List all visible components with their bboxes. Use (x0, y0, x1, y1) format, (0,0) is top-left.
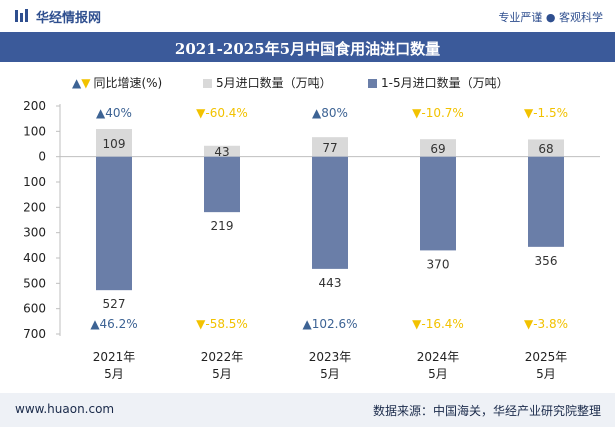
x-tick-label-month: 5月 (104, 367, 124, 381)
brand-slogan: 专业严谨 ● 客观科学 (498, 11, 603, 24)
bar-cumulative (528, 156, 564, 247)
bar-monthly-label: 43 (214, 145, 229, 159)
bar-cumulative-label: 527 (103, 297, 126, 311)
bar-monthly (528, 139, 564, 157)
legend-cumulative-swatch (368, 79, 377, 88)
yoy-cumulative-up-label: ▲46.2% (90, 317, 137, 331)
bar-cumulative (204, 156, 240, 213)
x-tick-label-year: 2022年 (201, 350, 244, 364)
bar-cumulative (312, 156, 348, 269)
footer: www.huaon.com 数据来源：中国海关，华经产业研究院整理 (0, 393, 615, 427)
legend-yoy: ▲▼ 同比增速(%) (72, 74, 162, 91)
bar-cumulative-label: 219 (211, 219, 234, 233)
x-tick-label-month: 5月 (212, 367, 232, 381)
legend-cumulative-label: 1-5月进口数量（万吨） (381, 76, 509, 90)
legend-monthly-label: 5月进口数量（万吨） (216, 76, 332, 90)
y-tick-label: 400 (23, 251, 46, 265)
yoy-cumulative-up-label: ▲102.6% (303, 317, 358, 331)
bar-cumulative-label: 443 (319, 276, 342, 290)
legend-monthly: 5月进口数量（万吨） (203, 74, 332, 91)
yoy-monthly-up-label: ▲80% (312, 106, 348, 120)
bar-monthly-label: 68 (538, 142, 553, 156)
bar-monthly-label: 69 (430, 142, 445, 156)
bar-cumulative-label: 370 (427, 257, 450, 271)
footer-url[interactable]: www.huaon.com (15, 402, 115, 416)
y-tick-label: 100 (23, 175, 46, 189)
y-tick-label: 200 (23, 99, 46, 113)
bar-monthly (312, 137, 348, 157)
yoy-cumulative-down-label: ▼-16.4% (412, 317, 464, 331)
legend-up-triangle-icon: ▲ (72, 76, 82, 90)
yoy-monthly-down-label: ▼-10.7% (412, 106, 464, 120)
yoy-cumulative-down-label: ▼-58.5% (196, 317, 248, 331)
bar-monthly (96, 129, 132, 157)
y-tick-label: 700 (23, 327, 46, 341)
title-band: 2021-2025年5月中国食用油进口数量 (0, 32, 615, 62)
bar-cumulative (96, 156, 132, 291)
bar-cumulative (420, 156, 456, 251)
bar-monthly-label: 109 (103, 137, 126, 151)
x-tick-label-month: 5月 (536, 367, 556, 381)
bar-monthly (204, 145, 240, 157)
chart-title: 2021-2025年5月中国食用油进口数量 (174, 40, 441, 58)
y-tick-label: 300 (23, 226, 46, 240)
yoy-monthly-down-label: ▼-1.5% (524, 106, 568, 120)
x-tick-label-year: 2023年 (309, 350, 352, 364)
y-tick-label: 0 (38, 150, 46, 164)
chart-legend: ▲▼ 同比增速(%) 5月进口数量（万吨） 1-5月进口数量（万吨） (0, 74, 615, 94)
legend-yoy-label: 同比增速(%) (93, 76, 163, 90)
brand-name: 华经情报网 (36, 11, 102, 26)
legend-monthly-swatch (203, 79, 212, 88)
y-tick-label: 200 (23, 200, 46, 214)
bar-monthly (420, 139, 456, 157)
chart-plot: 200 100 0 100 200 300 400 500 600 700 109 527 ▲40% ▲4… (23, 99, 600, 381)
yoy-cumulative-down-label: ▼-3.8% (524, 317, 568, 331)
top-bar: 华经情报网 专业严谨 ● 客观科学 (0, 0, 615, 32)
x-tick-label-year: 2025年 (525, 350, 568, 364)
footer-source: 数据来源：中国海关，华经产业研究院整理 (372, 404, 601, 418)
x-tick-label-year: 2024年 (417, 350, 460, 364)
x-tick-label-month: 5月 (320, 367, 340, 381)
x-tick-label-month: 5月 (428, 367, 448, 381)
x-tick-label-year: 2021年 (93, 350, 136, 364)
y-tick-label: 500 (23, 276, 46, 290)
bar-monthly-label: 77 (322, 141, 337, 155)
logo-icon (15, 9, 28, 22)
yoy-monthly-up-label: ▲40% (96, 106, 132, 120)
legend-down-triangle-icon: ▼ (81, 76, 91, 90)
yoy-monthly-down-label: ▼-60.4% (196, 106, 248, 120)
bar-cumulative-label: 356 (535, 254, 558, 268)
legend-cumulative: 1-5月进口数量（万吨） (368, 74, 509, 91)
y-tick-label: 600 (23, 302, 46, 316)
y-tick-label: 100 (23, 124, 46, 138)
